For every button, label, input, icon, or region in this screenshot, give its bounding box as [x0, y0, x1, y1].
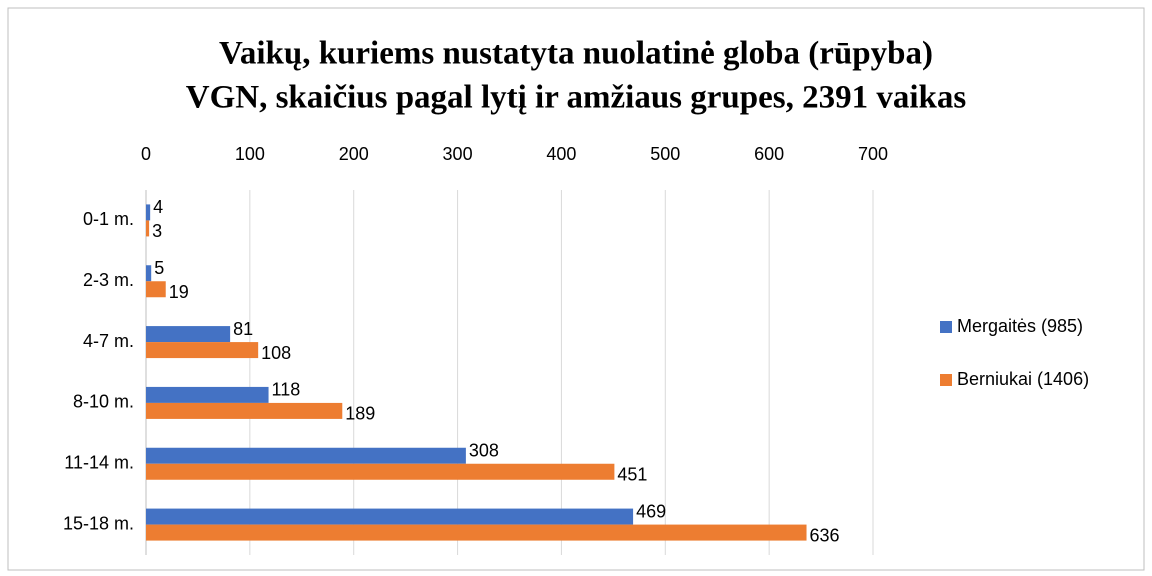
x-tick-label: 200 — [339, 144, 369, 164]
bar — [146, 204, 151, 221]
legend-label: Mergaitės (985) — [957, 316, 1083, 336]
x-tick-label: 500 — [650, 144, 680, 164]
y-tick-label: 8-10 m. — [73, 392, 134, 412]
data-label: 118 — [272, 380, 301, 400]
bar — [146, 463, 615, 480]
bar — [146, 265, 152, 282]
data-label: 4 — [153, 197, 163, 217]
data-label: 81 — [233, 319, 253, 339]
data-label: 636 — [810, 525, 840, 545]
bar — [146, 342, 259, 359]
y-tick-label: 2-3 m. — [83, 270, 134, 290]
x-tick-label: 400 — [546, 144, 576, 164]
x-tick-label: 700 — [858, 144, 888, 164]
bar — [146, 386, 269, 403]
y-tick-label: 11-14 m. — [64, 453, 134, 473]
data-label: 189 — [345, 404, 375, 424]
bar — [146, 508, 634, 525]
data-label: 5 — [154, 258, 164, 278]
x-tick-label: 0 — [141, 144, 151, 164]
x-tick-label: 100 — [235, 144, 265, 164]
data-label: 451 — [617, 465, 647, 485]
bar — [146, 281, 166, 298]
x-tick-label: 600 — [754, 144, 784, 164]
bar — [146, 220, 150, 237]
x-tick-label: 300 — [443, 144, 473, 164]
legend-swatch — [940, 321, 952, 333]
legend-label: Berniukai (1406) — [957, 369, 1089, 389]
bar — [146, 524, 807, 541]
y-tick-label: 4-7 m. — [83, 331, 134, 351]
data-label: 469 — [636, 501, 666, 521]
y-tick-label: 0-1 m. — [83, 209, 134, 229]
data-label: 108 — [261, 343, 291, 363]
chart-title: VGN, skaičius pagal lytį ir amžiaus grup… — [186, 80, 967, 116]
bar — [146, 402, 343, 419]
y-tick-label: 15-18 m. — [63, 513, 134, 533]
data-label: 308 — [469, 441, 499, 461]
data-label: 3 — [152, 221, 162, 241]
legend-swatch — [940, 374, 952, 386]
chart-title: Vaikų, kuriems nustatyta nuolatinė globa… — [219, 36, 933, 72]
bar — [146, 326, 231, 343]
bar — [146, 447, 466, 464]
data-label: 19 — [169, 282, 189, 302]
